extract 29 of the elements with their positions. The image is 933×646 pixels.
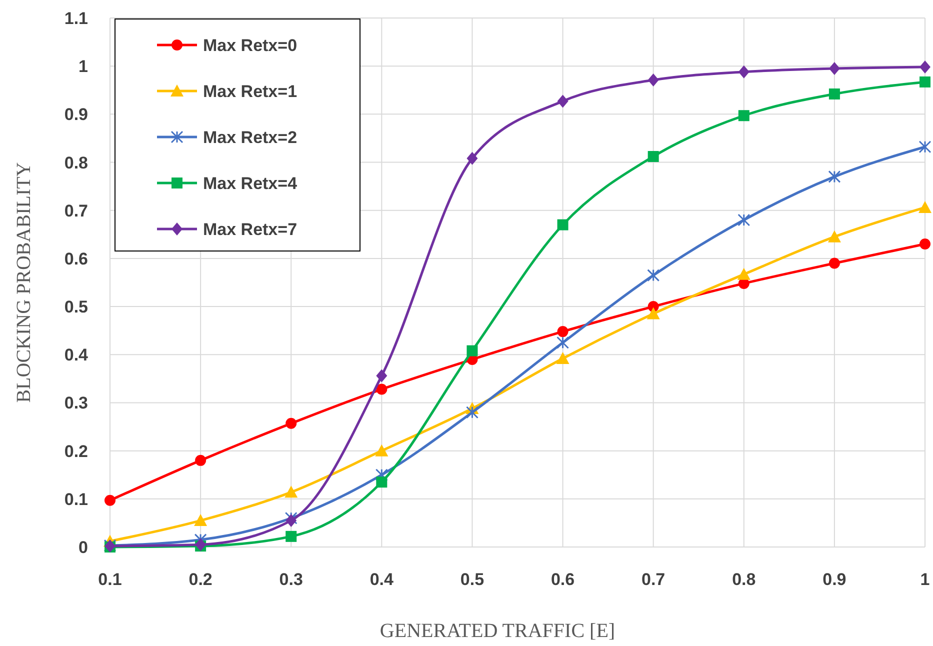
x-tick-label: 0.4 [370, 570, 394, 589]
x-tick-label: 0.6 [550, 570, 575, 589]
y-tick-label: 1.1 [64, 9, 88, 28]
legend-label: Max Retx=0 [203, 36, 298, 55]
y-tick-label: 0.5 [64, 298, 88, 317]
legend-label: Max Retx=2 [203, 128, 298, 147]
x-axis-title: GENERATED TRAFFIC [E] [380, 620, 616, 642]
y-tick-label: 1 [78, 57, 88, 76]
x-tick-label: 0.1 [98, 570, 122, 589]
x-tick-label: 1 [920, 570, 930, 589]
y-tick-label: 0.2 [64, 442, 88, 461]
y-tick-label: 0.8 [64, 153, 88, 172]
y-tick-label: 0.6 [64, 249, 88, 268]
x-tick-label: 0.5 [460, 570, 484, 589]
y-tick-label: 0.7 [64, 201, 88, 220]
y-tick-label: 0 [78, 538, 88, 557]
x-tick-label: 0.9 [822, 570, 846, 589]
y-tick-label: 0.1 [64, 490, 88, 509]
x-tick-label: 0.7 [642, 570, 666, 589]
y-tick-label: 0.9 [64, 105, 88, 124]
x-tick-label: 0.2 [188, 570, 212, 589]
x-tick-label: 0.3 [279, 570, 303, 589]
y-tick-label: 0.3 [64, 394, 88, 413]
y-tick-label: 0.4 [64, 346, 89, 365]
legend-label: Max Retx=7 [203, 220, 298, 239]
legend-label: Max Retx=4 [203, 174, 298, 193]
legend-label: Max Retx=1 [203, 82, 298, 101]
x-tick-label: 0.8 [732, 570, 756, 589]
y-axis-title: BLOCKING PROBABILITY [13, 162, 35, 403]
